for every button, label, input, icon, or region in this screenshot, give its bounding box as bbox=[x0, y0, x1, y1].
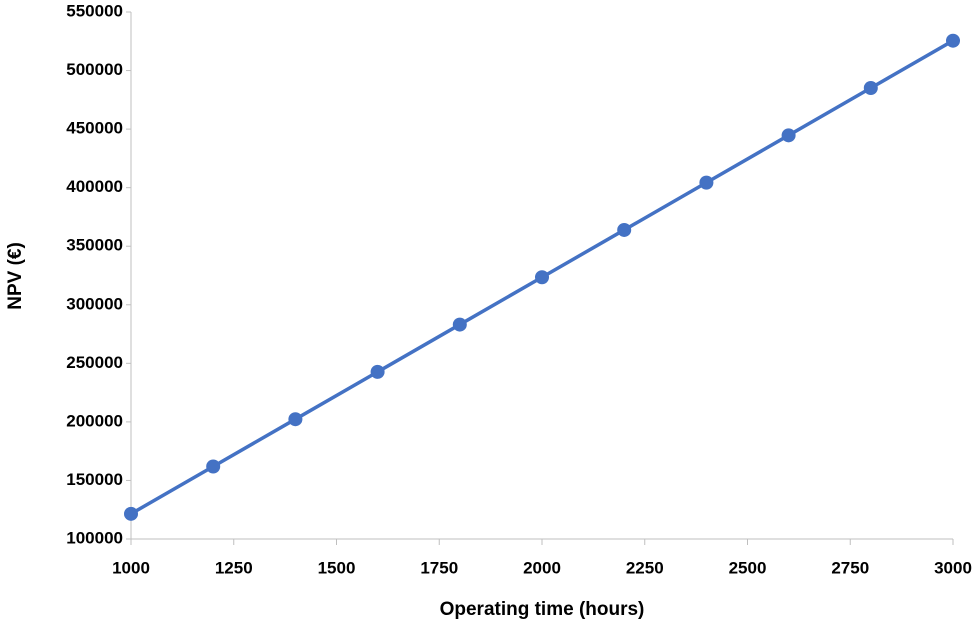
y-tick-label: 350000 bbox=[66, 236, 123, 255]
y-axis-title: NPV (€) bbox=[5, 242, 26, 310]
data-point bbox=[781, 128, 796, 143]
data-point bbox=[863, 81, 878, 96]
data-point bbox=[535, 270, 549, 285]
y-tick-label: 400000 bbox=[66, 177, 123, 196]
y-tick-label: 200000 bbox=[66, 411, 123, 430]
x-tick-label: 3000 bbox=[934, 558, 972, 577]
data-point bbox=[370, 364, 385, 379]
data-point bbox=[288, 412, 303, 427]
data-point bbox=[206, 459, 221, 474]
x-tick-label: 1000 bbox=[112, 558, 150, 577]
x-tick-label: 2750 bbox=[831, 558, 869, 577]
data-point bbox=[124, 506, 138, 521]
x-tick-label: 1750 bbox=[420, 558, 458, 577]
x-axis-title: Operating time (hours) bbox=[440, 599, 645, 620]
data-point bbox=[699, 175, 714, 190]
x-tick-label: 2000 bbox=[523, 558, 561, 577]
data-point bbox=[452, 317, 467, 332]
x-tick-label: 2500 bbox=[729, 558, 767, 577]
x-tick-label: 2250 bbox=[626, 558, 664, 577]
y-tick-label: 450000 bbox=[66, 119, 123, 138]
y-tick-label: 100000 bbox=[66, 528, 123, 547]
x-tick-label: 1250 bbox=[215, 558, 253, 577]
data-point bbox=[946, 33, 960, 48]
y-tick-label: 150000 bbox=[66, 470, 123, 489]
y-tick-label: 500000 bbox=[66, 60, 123, 79]
y-tick-label: 300000 bbox=[66, 294, 123, 313]
data-point bbox=[617, 222, 632, 237]
x-tick-label: 1500 bbox=[318, 558, 356, 577]
y-tick-label: 250000 bbox=[66, 353, 123, 372]
y-tick-label: 550000 bbox=[66, 1, 123, 20]
